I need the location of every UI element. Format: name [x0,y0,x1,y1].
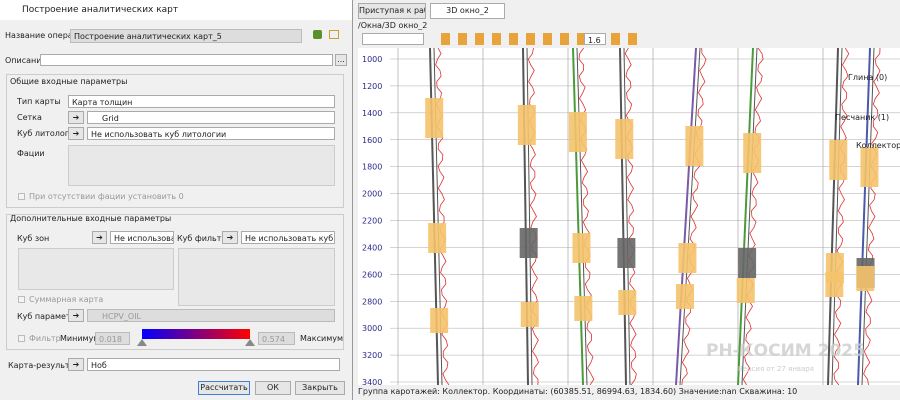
zones-list[interactable] [18,248,174,290]
button[interactable]: Закрыть [295,381,345,395]
description-field[interactable] [40,54,333,66]
depth-label: 2200 [362,217,382,226]
log-block [428,223,446,253]
scale-combo[interactable]: 1.6 [584,33,606,45]
log-block [617,238,635,268]
log-block [738,248,756,278]
depth-label: 1600 [362,136,382,145]
log-block [518,105,536,145]
checkbox[interactable] [18,193,25,200]
arrow-button[interactable]: ➔ [92,231,107,244]
log-block [860,147,878,187]
label: Фации [17,149,45,158]
legend-label: Песчаник (1) [835,113,889,122]
operation-name[interactable]: Построение аналитических карт_5 [70,29,302,43]
depth-label: 2800 [362,297,382,306]
tab[interactable]: 3D окно_2 [430,3,505,19]
path: /Окна/3D окно_2 [358,21,427,30]
log-block [574,296,592,321]
combo[interactable]: Карта толщин [68,95,335,108]
legend-label: Глина (0) [848,73,887,82]
log-block [825,272,843,297]
checkbox[interactable] [18,296,25,303]
min-field[interactable]: 0.018 [95,332,130,345]
arrow-button[interactable]: ➔ [68,358,84,371]
arrow-button[interactable]: ➔ [68,127,84,140]
label: Сетка [17,113,42,122]
slider-handle[interactable] [137,339,147,346]
depth-label: 2400 [362,243,382,252]
combo[interactable]: НСРV_OIL [87,309,335,322]
button[interactable]: Рассчитать [198,381,250,395]
depth-label: 3000 [362,324,382,333]
log-block [572,233,590,263]
group-title: Дополнительные входные параметры [10,214,171,223]
checkbox-label: Суммарная карта [29,295,103,304]
log-block [521,302,539,327]
label: Тип карты [17,97,61,106]
log-block [678,243,696,273]
log-block [618,290,636,315]
dialog: Построение аналитических карт Название о… [0,0,353,400]
checkbox[interactable] [18,335,25,342]
depth-label: 1000 [362,55,382,64]
depth-label: 2600 [362,270,382,279]
depth-label: 1400 [362,109,382,118]
label: Куб зон [17,234,49,243]
log-block [743,133,761,173]
arrow-button[interactable]: ➔ [68,111,84,124]
log-block [520,228,538,258]
arrow-button[interactable]: ➔ [222,231,238,244]
button[interactable]: ОК [255,381,291,395]
combo[interactable] [362,33,424,45]
log-block [615,119,633,159]
depth-label: 2000 [362,190,382,199]
watermark-sub: Версия от 27 января [738,365,814,373]
label: Максимум [300,334,343,343]
log-block [829,140,847,180]
browse-button[interactable]: ... [335,54,347,66]
icon[interactable] [329,30,339,39]
group-title: Общие входные параметры [10,77,127,86]
log-view: 1000 1200 1400 1600 1800 2000 2200 2400 2600 2800… [358,48,900,385]
checkbox-label: При отсутствии фации установить 0 [29,192,184,201]
combo[interactable]: Не использовать куб фи [241,231,335,244]
viewer: Приступая к работе 3D окно_2 /Окна/3D ок… [355,0,900,400]
log-block [737,278,755,303]
color-bar [142,329,250,339]
facies-list[interactable] [68,145,335,186]
dialog-title: Построение аналитических карт [22,5,178,15]
combo[interactable]: Ноб [87,358,340,371]
toolbar[interactable] [441,33,641,45]
tab[interactable]: Приступая к работе [358,3,426,19]
log-block [430,308,448,333]
watermark: РН-КОСИМ 2025 [706,341,865,361]
depth-label: 1800 [362,163,382,172]
log-block [685,126,703,166]
combo[interactable]: Grid [87,111,335,124]
log-block [856,266,874,291]
arrow-button[interactable]: ➔ [68,309,84,322]
depth-label: 3400 [362,378,382,385]
status-bar: Группа каротажей: Коллектор. Координаты:… [358,387,797,396]
label: Минимум [60,334,99,343]
legend-label: Коллектор [856,141,900,150]
checkbox-label: Фильтр [29,334,61,343]
filter-list[interactable] [178,248,335,306]
log-block [676,284,694,309]
log-block [425,98,443,138]
depth-label: 3200 [362,351,382,360]
max-field[interactable]: 0.574 [258,332,295,345]
slider-handle[interactable] [245,339,255,346]
icon[interactable] [313,30,322,39]
combo[interactable]: Не использова [110,231,174,244]
combo[interactable]: Не использовать куб литологии [87,127,335,140]
log-block [569,112,587,152]
depth-label: 1200 [362,82,382,91]
